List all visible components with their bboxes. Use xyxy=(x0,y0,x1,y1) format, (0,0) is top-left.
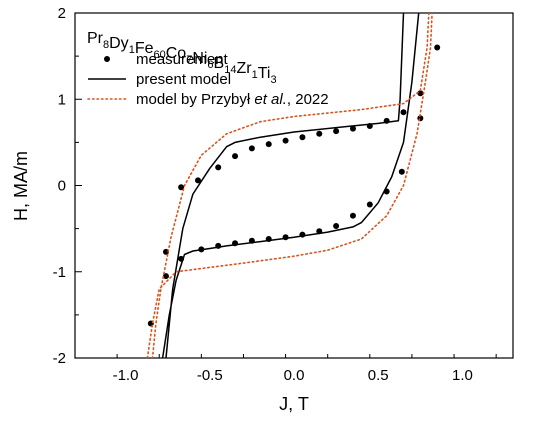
formula-subscript: 8 xyxy=(103,39,109,51)
formula-subscript: 3 xyxy=(270,74,276,86)
composition-formula: Pr8Dy1Fe60Co7Ni6B14Zr1Ti3 xyxy=(87,30,277,86)
formula-element: Ni xyxy=(192,50,207,67)
formula-element: Fe xyxy=(135,40,154,57)
measurement-point xyxy=(178,184,185,191)
y-axis-title: H, MA/m xyxy=(11,151,31,221)
measurement-point xyxy=(194,177,201,184)
legend-label: measurement xyxy=(136,51,229,68)
formula-subscript: 14 xyxy=(224,64,236,76)
przybyl-model-curve xyxy=(146,13,433,358)
formula-subscript: 7 xyxy=(186,54,192,66)
x-tick-label: 1.0 xyxy=(452,367,473,384)
measurement-point xyxy=(265,141,272,148)
measurement-point xyxy=(162,273,169,280)
formula-element: Dy xyxy=(109,35,129,52)
measurement-point xyxy=(162,248,169,255)
measurement-point xyxy=(366,201,373,208)
x-tick-label: -1.0 xyxy=(113,367,139,384)
legend-label: present model xyxy=(136,71,231,88)
measurement-point xyxy=(299,134,306,141)
x-tick-label: 0.5 xyxy=(368,367,389,384)
measurement-point xyxy=(434,44,441,51)
measurement-point xyxy=(248,145,255,152)
x-tick-label: 0.0 xyxy=(284,367,305,384)
measurement-point xyxy=(282,137,289,144)
measurement-point xyxy=(349,125,356,132)
formula-element: Zr xyxy=(236,60,252,77)
measurement-point xyxy=(316,130,323,137)
measurement-point xyxy=(398,168,405,175)
measurement-point xyxy=(333,223,340,230)
measurement-point xyxy=(333,128,340,135)
y-tick-label: -2 xyxy=(53,350,66,367)
present-model-curve xyxy=(161,13,420,358)
legend-label: model by Przybył et al., 2022 xyxy=(136,91,329,108)
measurement-point xyxy=(232,153,239,160)
formula-subscript: 1 xyxy=(129,44,135,56)
measurement-point xyxy=(349,212,356,219)
x-tick-label: -0.5 xyxy=(197,367,223,384)
formula-subscript: 1 xyxy=(252,69,258,81)
measurement-point xyxy=(417,90,424,97)
legend-marker-measurement xyxy=(104,56,110,62)
y-tick-label: -1 xyxy=(53,264,66,281)
y-tick-label: 1 xyxy=(58,91,66,108)
formula-element: Ti xyxy=(258,65,271,82)
measurement-point xyxy=(400,109,407,116)
formula-element: Pr xyxy=(87,30,104,47)
formula-subscript: 60 xyxy=(153,49,165,61)
y-tick-label: 0 xyxy=(58,178,66,195)
formula-subscript: 6 xyxy=(207,59,213,71)
formula-element: Co xyxy=(166,45,187,62)
measurement-point xyxy=(215,164,222,171)
y-tick-label: 2 xyxy=(58,5,66,22)
formula-element: B xyxy=(214,55,225,72)
x-axis-title: J, T xyxy=(279,394,309,414)
